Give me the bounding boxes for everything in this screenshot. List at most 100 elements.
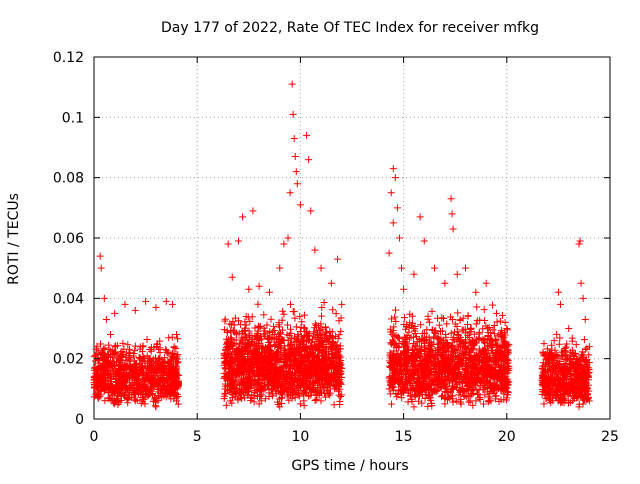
data-point — [220, 326, 228, 334]
data-point — [155, 377, 163, 385]
data-point — [249, 207, 257, 215]
data-point — [117, 369, 125, 377]
data-point — [136, 355, 144, 363]
data-point — [154, 397, 162, 405]
data-point — [96, 366, 104, 374]
data-point — [387, 400, 395, 408]
data-point — [410, 270, 418, 278]
data-point — [580, 336, 588, 344]
y-tick-label: 0 — [75, 412, 84, 428]
data-point — [94, 373, 102, 381]
data-point — [100, 294, 108, 302]
data-point — [300, 397, 308, 405]
data-point — [320, 299, 328, 307]
data-point — [130, 367, 138, 375]
data-point — [296, 312, 304, 320]
data-point — [235, 317, 243, 325]
data-point — [307, 207, 315, 215]
data-point — [316, 327, 324, 335]
data-point — [113, 395, 121, 403]
data-point — [137, 367, 145, 375]
y-tick-label: 0.08 — [53, 171, 84, 187]
data-point — [290, 308, 298, 316]
data-point — [122, 382, 130, 390]
data-point — [246, 317, 254, 325]
data-point — [123, 356, 131, 364]
data-point — [120, 374, 128, 382]
data-point — [152, 303, 160, 311]
data-point — [232, 336, 240, 344]
data-point — [435, 321, 443, 329]
data-point — [110, 350, 118, 358]
data-point — [332, 310, 340, 318]
data-point — [318, 303, 326, 311]
data-point — [288, 370, 296, 378]
data-point — [263, 321, 271, 329]
data-point — [160, 358, 168, 366]
data-point — [288, 80, 296, 88]
data-point — [265, 288, 273, 296]
data-point — [172, 373, 180, 381]
data-point — [138, 384, 146, 392]
data-point — [540, 340, 548, 348]
data-point — [115, 361, 123, 369]
data-point — [101, 397, 109, 405]
data-point — [224, 240, 232, 248]
data-point — [152, 367, 160, 375]
data-point — [284, 234, 292, 242]
data-point — [325, 391, 333, 399]
data-point — [129, 384, 137, 392]
data-point — [317, 264, 325, 272]
data-point — [554, 288, 562, 296]
data-point — [385, 249, 393, 257]
data-point — [289, 110, 297, 118]
data-point — [161, 362, 169, 370]
data-point — [480, 306, 488, 314]
data-point — [318, 312, 326, 320]
data-point — [109, 389, 117, 397]
data-point — [577, 279, 585, 287]
data-point — [242, 321, 250, 329]
data-point — [114, 390, 122, 398]
data-point — [270, 322, 278, 330]
data-point — [296, 201, 304, 209]
data-point — [171, 383, 179, 391]
x-tick-label: 5 — [193, 429, 202, 445]
x-tick-label: 10 — [291, 429, 309, 445]
data-point — [454, 309, 462, 317]
data-point — [234, 237, 242, 245]
data-point — [127, 393, 135, 401]
data-point — [553, 330, 561, 338]
data-point — [162, 377, 170, 385]
data-point — [284, 354, 292, 362]
data-point — [107, 331, 115, 339]
data-point — [330, 401, 338, 409]
data-point — [133, 366, 141, 374]
data-point — [311, 246, 319, 254]
data-point — [149, 397, 157, 405]
data-point — [169, 361, 177, 369]
data-point — [105, 346, 113, 354]
data-point — [556, 300, 564, 308]
data-point — [250, 398, 258, 406]
data-point — [132, 360, 140, 368]
data-point — [163, 349, 171, 357]
data-point — [165, 334, 173, 342]
data-point — [241, 318, 249, 326]
data-point — [135, 353, 143, 361]
data-point — [120, 391, 128, 399]
data-point — [267, 315, 275, 323]
data-point — [271, 386, 279, 394]
data-point — [300, 323, 308, 331]
data-point — [154, 359, 162, 367]
data-point — [579, 294, 587, 302]
data-point — [99, 377, 107, 385]
y-tick-label: 0.04 — [53, 291, 84, 307]
data-point — [248, 337, 256, 345]
data-point — [472, 397, 480, 405]
data-point — [312, 396, 320, 404]
data-point — [420, 237, 428, 245]
data-point — [94, 385, 102, 393]
y-tick-label: 0.06 — [53, 231, 84, 247]
